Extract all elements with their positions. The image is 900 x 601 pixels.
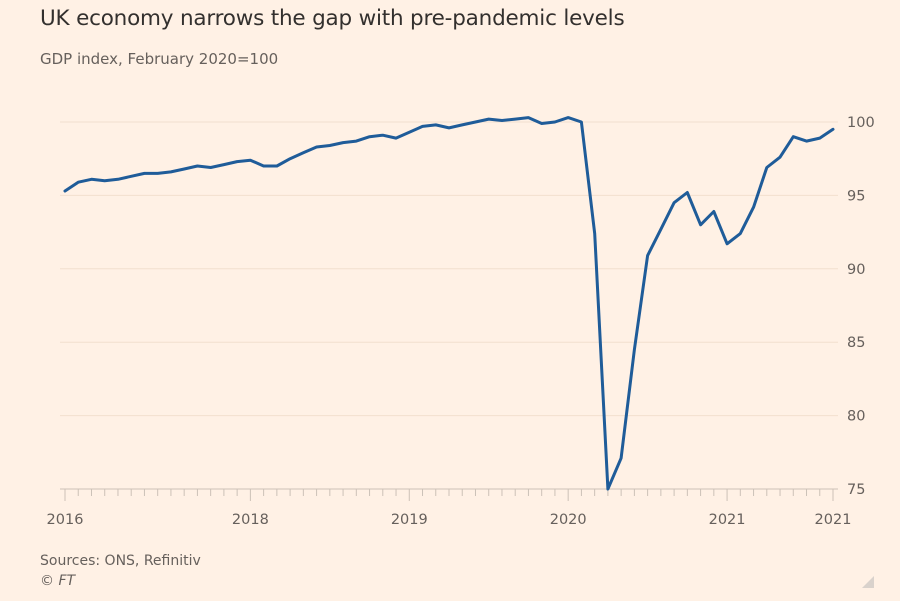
chart-subtitle: GDP index, February 2020=100 (40, 50, 279, 68)
x-tick-label: 2018 (232, 512, 269, 528)
gridlines (60, 121, 838, 417)
x-tick-label: 2019 (391, 512, 428, 528)
y-tick-label: 75 (847, 482, 865, 498)
x-tick-label: 2016 (47, 512, 84, 528)
x-tick-label: 2021 (815, 512, 852, 528)
x-tick-label: 2021 (709, 512, 746, 528)
x-tick-label: 2020 (550, 512, 587, 528)
source-note: Sources: ONS, Refinitiv (40, 553, 201, 569)
chart-title: UK economy narrows the gap with pre-pand… (40, 6, 625, 31)
y-tick-label: 80 (847, 409, 865, 425)
y-tick-label: 90 (847, 262, 865, 278)
gdp-index-line (63, 116, 835, 491)
y-tick-label: 85 (847, 335, 865, 351)
x-axis: 2016 2018 2019 2020 2021 2021 (47, 488, 852, 528)
y-tick-label: 100 (847, 115, 875, 131)
y-axis: 100 95 90 85 80 75 (847, 115, 875, 498)
resize-handle-icon[interactable] (862, 576, 874, 588)
series-layer (63, 116, 835, 491)
copyright-note: © FT (40, 573, 76, 589)
y-tick-label: 95 (847, 188, 865, 204)
